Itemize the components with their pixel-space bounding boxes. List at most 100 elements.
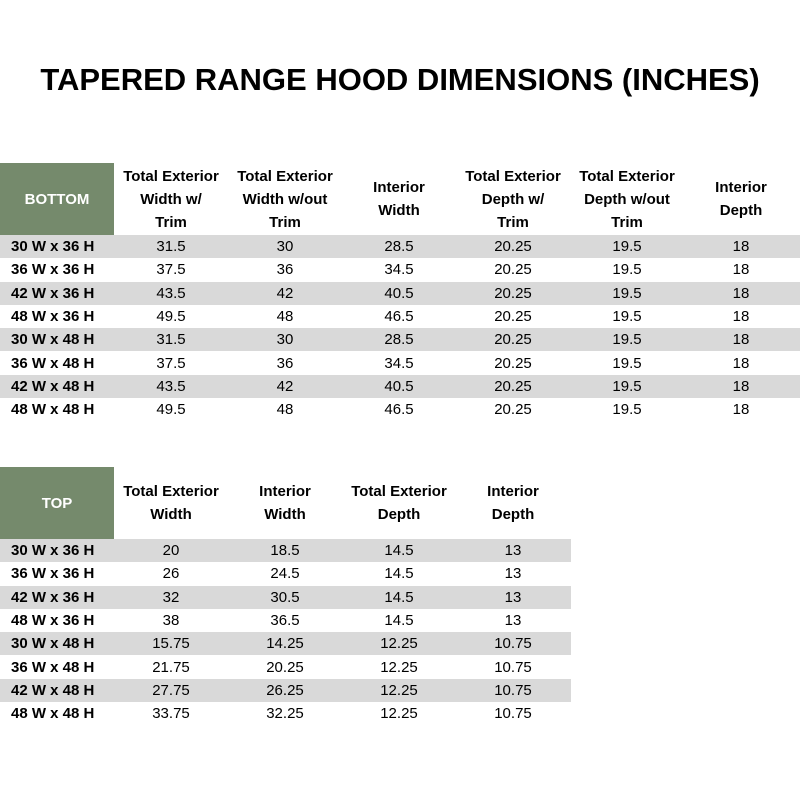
row-background	[0, 632, 571, 656]
header-line: Depth	[719, 202, 763, 219]
data-cell: 10.75	[494, 635, 532, 653]
data-cell: 46.5	[384, 401, 414, 419]
title: TAPERED RANGE HOOD DIMENSIONS (INCHES)	[40, 62, 760, 97]
data-cell: 20.25	[494, 261, 532, 279]
column-header: Interior Width	[228, 467, 342, 539]
data-cell: 19.5	[612, 261, 642, 279]
data-cell: 27.75	[152, 681, 190, 699]
data-cell: 36	[276, 261, 294, 279]
column-header: Interior Depth	[456, 467, 570, 539]
row-label: 42 W x 36 H	[11, 588, 95, 606]
row-label: 48 W x 48 H	[11, 401, 95, 419]
data-cell: 43.5	[156, 284, 186, 302]
header-line: Depth w/	[481, 190, 545, 208]
row-label: 36 W x 48 H	[11, 354, 95, 372]
header-line: Depth w/out	[584, 190, 670, 208]
header-line: Total Exterior	[465, 167, 561, 185]
data-cell: 48	[276, 307, 294, 325]
data-cell: 18	[732, 307, 750, 325]
row-label: 48 W x 36 H	[11, 307, 95, 325]
row-label: 42 W x 36 H	[11, 284, 95, 302]
header-line: Width	[150, 506, 192, 523]
data-cell: 37.5	[156, 261, 186, 279]
row-label: 30 W x 36 H	[11, 238, 95, 255]
row-label: 30 W x 48 H	[11, 635, 95, 653]
data-cell: 19.5	[612, 331, 642, 349]
data-cell: 10.75	[494, 705, 532, 723]
column-header: Total Exterior Depth	[342, 467, 456, 539]
row-label: 36 W x 36 H	[11, 261, 95, 279]
row-label: 42 W x 48 H	[11, 681, 95, 699]
column-header: Interior Depth	[684, 163, 798, 235]
header-line: Trim	[497, 213, 529, 231]
data-cell: 18	[732, 377, 750, 395]
data-cell: 18	[732, 401, 750, 419]
data-cell: 34.5	[384, 354, 414, 372]
data-cell: 32	[162, 588, 180, 606]
data-cell: 30	[276, 331, 294, 349]
data-cell: 18	[732, 261, 750, 279]
data-cell: 21.75	[152, 658, 190, 676]
data-cell: 20.25	[494, 284, 532, 302]
row-label: 48 W x 48 H	[11, 705, 95, 723]
data-cell: 19.5	[612, 307, 642, 325]
header-line: Interior	[373, 179, 425, 196]
data-cell: 30	[276, 238, 294, 255]
data-cell: 34.5	[384, 261, 414, 279]
column-header: Total Exterior Width w/Trim	[114, 163, 228, 235]
data-cell: 13	[504, 588, 522, 606]
data-cell: 20.25	[494, 331, 532, 349]
data-cell: 46.5	[384, 307, 414, 325]
header-line: Total Exterior	[123, 483, 219, 500]
data-cell: 19.5	[612, 238, 642, 255]
data-cell: 18	[732, 331, 750, 349]
data-cell: 43.5	[156, 377, 186, 395]
data-cell: 13	[504, 611, 522, 629]
header-line: Interior	[715, 179, 767, 196]
data-cell: 14.5	[384, 565, 414, 583]
row-label: 42 W x 48 H	[11, 377, 95, 395]
data-cell: 15.75	[152, 635, 190, 653]
row-label: 36 W x 36 H	[11, 565, 95, 583]
header-line: Depth	[491, 506, 535, 523]
corner-cell: TOP	[0, 467, 114, 539]
header-line: Width w/	[140, 190, 202, 208]
data-cell: 48	[276, 401, 294, 419]
data-cell: 10.75	[494, 681, 532, 699]
data-cell: 40.5	[384, 284, 414, 302]
data-cell: 10.75	[494, 658, 532, 676]
data-cell: 19.5	[612, 401, 642, 419]
data-cell: 14.5	[384, 588, 414, 606]
column-header: Total Exterior Depth w/out Trim	[570, 163, 684, 235]
data-cell: 33.75	[152, 705, 190, 723]
header-line: Width w/out	[242, 190, 328, 208]
data-cell: 20	[162, 542, 180, 559]
header-line: Total Exterior	[237, 167, 333, 185]
data-cell: 20.25	[494, 238, 532, 255]
header-line: Interior	[487, 483, 539, 500]
data-cell: 28.5	[384, 331, 414, 349]
data-cell: 24.5	[270, 565, 300, 583]
row-background	[0, 585, 571, 609]
data-cell: 13	[504, 565, 522, 583]
row-background	[0, 374, 800, 399]
data-cell: 19.5	[612, 354, 642, 372]
data-cell: 14.5	[384, 611, 414, 629]
data-cell: 18.5	[270, 542, 300, 559]
data-cell: 26	[162, 565, 180, 583]
data-cell: 38	[162, 611, 180, 629]
data-cell: 12.25	[380, 658, 418, 676]
data-cell: 20.25	[494, 307, 532, 325]
header-line: Depth	[377, 506, 421, 523]
data-cell: 12.25	[380, 635, 418, 653]
row-background	[0, 328, 800, 352]
data-cell: 49.5	[156, 401, 186, 419]
data-cell: 14.5	[384, 542, 414, 559]
data-cell: 31.5	[156, 331, 186, 349]
data-cell: 20.25	[494, 354, 532, 372]
corner-cell: BOTTOM	[0, 163, 114, 235]
data-cell: 13	[504, 542, 522, 559]
data-cell: 40.5	[384, 377, 414, 395]
data-cell: 37.5	[156, 354, 186, 372]
